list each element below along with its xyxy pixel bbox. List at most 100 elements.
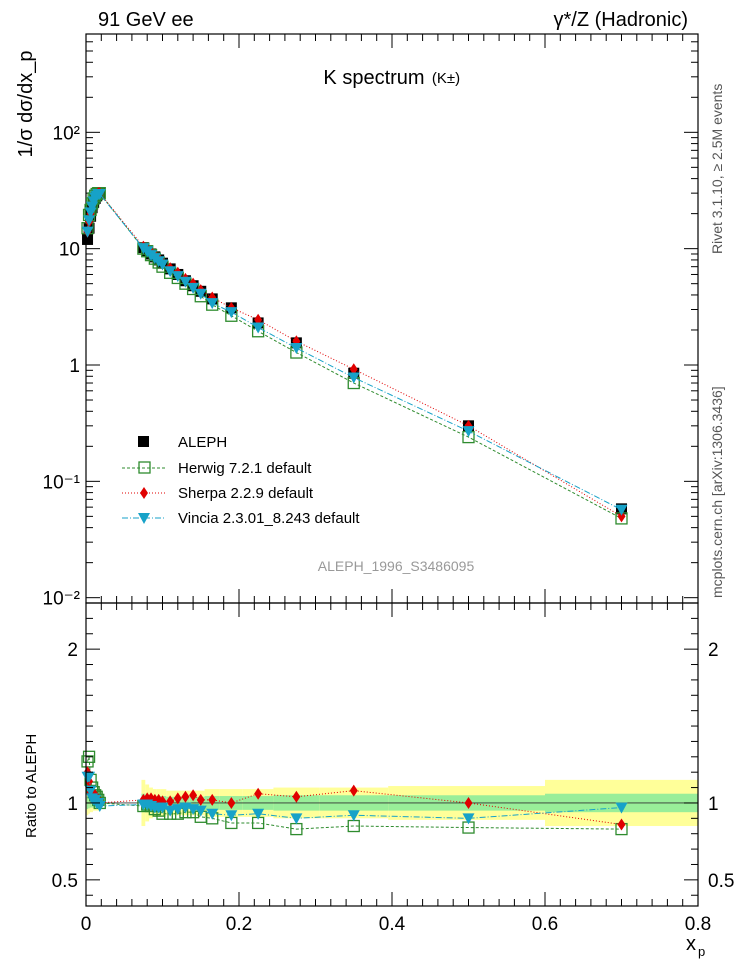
ratio-x-ticks: 0 0.2 0.4 0.6 0.8 xyxy=(81,603,711,935)
point-vincia xyxy=(84,207,97,219)
ratio-point-vincia xyxy=(252,808,265,820)
header-right-label: γ*/Z (Hadronic) xyxy=(554,9,688,31)
ratio-point-sherpa xyxy=(292,790,301,803)
point-vincia xyxy=(290,342,303,354)
point-sherpa xyxy=(349,363,358,376)
ratio-point-vincia xyxy=(206,808,219,820)
ratio-point-sherpa xyxy=(173,792,182,805)
legend-marker-herwig xyxy=(138,461,151,474)
point-vincia xyxy=(164,266,177,278)
ratio-point-vincia xyxy=(225,810,238,822)
main-y-tick-label: 10² xyxy=(53,123,80,144)
legend-marker-vincia xyxy=(138,513,150,524)
main-y-tick-label: 10⁻¹ xyxy=(43,472,81,493)
legend-label-sherpa: Sherpa 2.2.9 default xyxy=(178,485,314,502)
ratio-y-tick-label-right: 2 xyxy=(708,640,719,661)
ratio-point-vincia xyxy=(290,813,303,825)
ratio-point-sherpa xyxy=(189,789,198,802)
ratio-point-sherpa xyxy=(254,787,263,800)
ratio-point-sherpa xyxy=(208,793,217,806)
x-tick-label: 0.6 xyxy=(532,914,558,935)
main-plot-subtitle: (K±) xyxy=(432,70,460,87)
point-vincia xyxy=(83,215,96,227)
point-vincia xyxy=(194,288,207,300)
x-axis-label: x p xyxy=(686,933,705,959)
point-vincia xyxy=(252,322,265,334)
main-x-ticks xyxy=(85,34,699,603)
point-vincia xyxy=(81,226,94,238)
ratio-y-tick-label-right: 0.5 xyxy=(708,871,734,892)
legend: ALEPH Herwig 7.2.1 default Sherpa 2.2.9 … xyxy=(122,434,360,527)
point-vincia xyxy=(179,276,192,288)
ratio-y-tick-label-right: 1 xyxy=(708,794,719,815)
legend-entry-vincia: Vincia 2.3.01_8.243 default xyxy=(122,510,360,527)
series-aleph xyxy=(82,187,627,515)
ratio-y-ticks: 0.5 0.5 1 1 2 2 xyxy=(52,617,734,896)
series-line-herwig xyxy=(87,192,622,519)
ratio-series-group xyxy=(81,750,628,836)
ratio-point-vincia xyxy=(93,801,106,813)
main-y-tick-label: 1 xyxy=(69,356,80,377)
point-vincia xyxy=(187,282,200,294)
main-y-axis-label: 1/σ dσ/dx_p xyxy=(15,51,37,158)
ratio-point-vincia xyxy=(194,805,207,817)
point-aleph xyxy=(82,233,94,245)
x-axis-label-main: x xyxy=(686,933,696,955)
ratio-point-vincia xyxy=(171,804,184,816)
ratio-point-sherpa xyxy=(196,793,205,806)
header-left-label: 91 GeV ee xyxy=(98,9,194,31)
legend-entry-aleph: ALEPH xyxy=(138,434,227,451)
main-y-tick-label: 10 xyxy=(59,240,80,261)
ratio-point-vincia xyxy=(156,802,169,814)
point-vincia xyxy=(206,298,219,310)
main-y-ticks: 10⁻² 10⁻¹ 1 10 10² xyxy=(43,33,698,610)
ratio-point-sherpa xyxy=(617,818,626,831)
main-panel: K spectrum (K±) ALEPH_1996_S3486095 1/σ … xyxy=(15,33,699,610)
mcplots-side-label: mcplots.cern.ch [arXiv:1306.3436] xyxy=(709,386,725,598)
point-sherpa xyxy=(617,510,626,523)
ratio-point-vincia xyxy=(462,813,475,825)
legend-label-vincia: Vincia 2.3.01_8.243 default xyxy=(178,510,360,527)
series-vincia xyxy=(81,188,628,516)
legend-entry-sherpa: Sherpa 2.2.9 default xyxy=(122,485,314,502)
point-vincia xyxy=(156,259,169,271)
legend-marker-aleph xyxy=(138,436,149,447)
ratio-point-herwig xyxy=(82,750,96,763)
x-tick-label: 0.8 xyxy=(685,914,711,935)
main-series-group xyxy=(81,186,628,525)
ratio-point-sherpa xyxy=(464,796,473,809)
point-vincia xyxy=(93,188,106,200)
ratio-panel: 0.5 0.51 12 2 0 0.2 0.4 0.6 0.8 Ratio to ALEPH … xyxy=(23,602,734,959)
legend-entry-herwig: Herwig 7.2.1 default xyxy=(122,460,312,477)
series-line-sherpa xyxy=(87,192,622,517)
ratio-y-tick-label: 1 xyxy=(67,794,78,815)
ratio-panel-frame xyxy=(85,602,699,907)
ratio-point-vincia xyxy=(347,810,360,822)
main-plot-title: K spectrum xyxy=(323,67,424,89)
ratio-point-vincia xyxy=(164,805,177,817)
watermark-label: ALEPH_1996_S3486095 xyxy=(318,558,475,574)
point-vincia xyxy=(615,504,628,516)
ratio-y-tick-label: 2 xyxy=(67,640,78,661)
series-herwig xyxy=(81,186,628,525)
ratio-y-tick-label: 0.5 xyxy=(52,871,78,892)
ratio-point-vincia xyxy=(615,802,628,814)
legend-marker-sherpa xyxy=(140,487,148,499)
legend-label-aleph: ALEPH xyxy=(178,434,227,451)
x-tick-label: 0.2 xyxy=(226,914,252,935)
ratio-point-sherpa xyxy=(349,784,358,797)
x-axis-label-sub: p xyxy=(698,944,705,959)
x-tick-label: 0 xyxy=(81,914,92,935)
point-vincia xyxy=(171,271,184,283)
ratio-series-vincia xyxy=(81,771,628,825)
x-tick-label: 0.4 xyxy=(379,914,406,935)
point-vincia xyxy=(462,426,475,438)
series-sherpa xyxy=(83,187,626,523)
ratio-point-sherpa xyxy=(227,796,236,809)
point-vincia xyxy=(347,372,360,384)
legend-label-herwig: Herwig 7.2.1 default xyxy=(178,460,312,477)
main-y-tick-label: 10⁻² xyxy=(43,589,81,610)
ratio-point-sherpa xyxy=(181,790,190,803)
ratio-y-axis-label: Ratio to ALEPH xyxy=(23,734,40,838)
